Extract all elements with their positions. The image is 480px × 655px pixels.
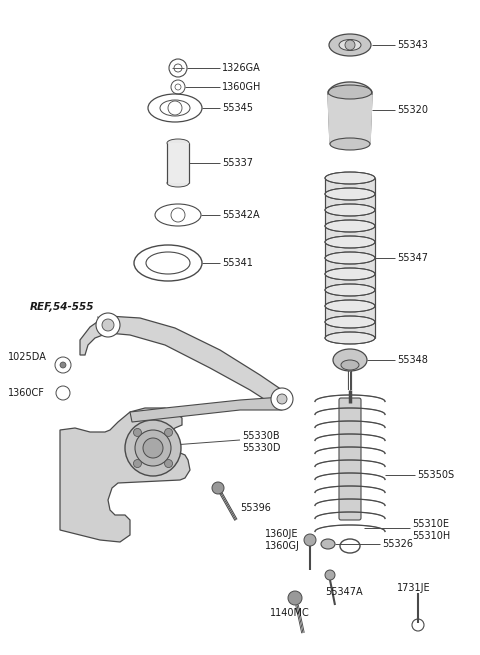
Ellipse shape [325, 252, 375, 264]
Ellipse shape [167, 139, 189, 147]
Text: 1360JE: 1360JE [265, 529, 299, 539]
Ellipse shape [325, 284, 375, 296]
Text: 1140MC: 1140MC [270, 608, 310, 618]
Circle shape [345, 40, 355, 50]
Ellipse shape [325, 236, 375, 248]
Text: 55347A: 55347A [325, 587, 362, 597]
Ellipse shape [325, 332, 375, 344]
Ellipse shape [328, 85, 372, 99]
Text: 55348: 55348 [397, 355, 428, 365]
Ellipse shape [321, 539, 335, 549]
Circle shape [304, 534, 316, 546]
Ellipse shape [325, 220, 375, 232]
Circle shape [143, 438, 163, 458]
Text: 1360CF: 1360CF [8, 388, 45, 398]
Text: 55350S: 55350S [417, 470, 454, 480]
Ellipse shape [325, 188, 375, 200]
Circle shape [60, 362, 66, 368]
Circle shape [271, 388, 293, 410]
Text: 55326: 55326 [382, 539, 413, 549]
Circle shape [325, 570, 335, 580]
Circle shape [288, 591, 302, 605]
Polygon shape [130, 397, 285, 422]
Circle shape [102, 319, 114, 331]
Ellipse shape [325, 268, 375, 280]
Ellipse shape [325, 172, 375, 184]
Ellipse shape [341, 360, 359, 370]
Text: 55343: 55343 [397, 40, 428, 50]
Circle shape [125, 420, 181, 476]
Circle shape [165, 460, 172, 468]
Text: 1025DA: 1025DA [8, 352, 47, 362]
Text: 55347: 55347 [397, 253, 428, 263]
Ellipse shape [167, 179, 189, 187]
Circle shape [133, 460, 142, 468]
Text: 1360GJ: 1360GJ [265, 541, 300, 551]
Bar [325, 178, 375, 338]
Text: 55342A: 55342A [222, 210, 260, 220]
Text: 55330D: 55330D [242, 443, 280, 453]
Ellipse shape [339, 39, 361, 50]
Text: 55310H: 55310H [412, 531, 450, 541]
Text: 1731JE: 1731JE [397, 583, 431, 593]
Polygon shape [328, 82, 372, 144]
Ellipse shape [330, 138, 370, 150]
Ellipse shape [333, 349, 367, 371]
Circle shape [135, 430, 171, 466]
Text: 55310E: 55310E [412, 519, 449, 529]
Circle shape [96, 313, 120, 337]
Text: 1326GA: 1326GA [222, 63, 261, 73]
Text: 55341: 55341 [222, 258, 253, 268]
Text: 55330B: 55330B [242, 431, 280, 441]
Text: 55337: 55337 [222, 158, 253, 168]
Text: 55345: 55345 [222, 103, 253, 113]
Polygon shape [80, 316, 285, 408]
Ellipse shape [329, 34, 371, 56]
Circle shape [212, 482, 224, 494]
FancyBboxPatch shape [339, 398, 361, 520]
Text: 1360GH: 1360GH [222, 82, 262, 92]
Polygon shape [60, 408, 190, 542]
Text: 55320: 55320 [397, 105, 428, 115]
Circle shape [165, 428, 172, 436]
Circle shape [277, 394, 287, 404]
Bar [167, 143, 189, 183]
Text: 55396: 55396 [240, 503, 271, 513]
Circle shape [133, 428, 142, 436]
Text: REF,54-555: REF,54-555 [30, 302, 95, 312]
Ellipse shape [325, 300, 375, 312]
Ellipse shape [325, 316, 375, 328]
Ellipse shape [325, 204, 375, 216]
